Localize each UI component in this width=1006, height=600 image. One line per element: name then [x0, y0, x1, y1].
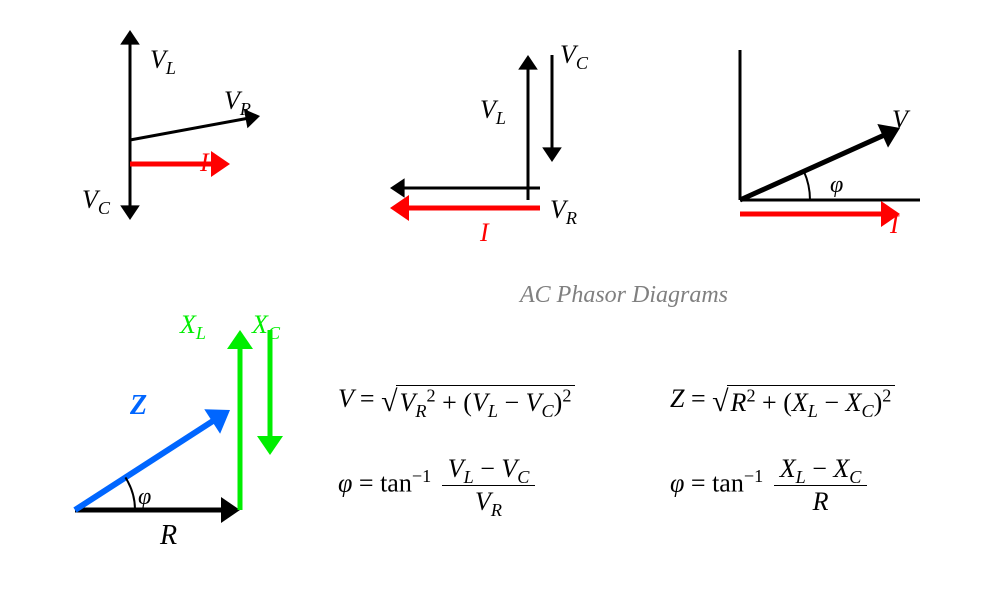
eq-phi2-nb: X — [833, 454, 849, 483]
eq-phi2-frac: XL − XC R — [774, 454, 868, 517]
d4-label-XC: XC — [252, 310, 280, 340]
eq-phi1-nbs: C — [517, 467, 529, 487]
eq-phi2-nas: L — [796, 467, 806, 487]
d1-label-VC: VC — [82, 185, 110, 215]
eq-phi1-ds: R — [491, 500, 502, 520]
eq-V-t2as: L — [488, 401, 498, 421]
d2-label-VL: VL — [480, 95, 506, 125]
d1-label-VR: VR — [224, 86, 251, 116]
eq-phi1-lhs: φ — [338, 468, 352, 497]
eq-V-t2bs: C — [542, 401, 554, 421]
eq-phi1-d: V — [475, 487, 491, 516]
eq-phi2-nbs: C — [849, 467, 861, 487]
eq-phi1-func: tan — [380, 468, 412, 497]
eq-Z-t1: R — [731, 388, 747, 417]
eq-Z-t2b: X — [846, 388, 862, 417]
eq-Z-sqrt: √ R2 + (XL − XC)2 — [712, 385, 895, 418]
d1-label-I: I — [200, 148, 209, 178]
eq-V-t2b: V — [526, 388, 542, 417]
eq-phi2: φ = tan−1 XL − XC R — [670, 454, 871, 517]
eq-V-lhs: V — [338, 384, 353, 413]
d4-angle-phi: φ — [138, 484, 151, 511]
d2-label-VR: VR — [550, 195, 577, 225]
eq-V-t2a: V — [472, 388, 488, 417]
d1-label-VL: VL — [150, 45, 176, 75]
d2-label-I: I — [480, 218, 489, 248]
eq-phi2-funcsup: −1 — [744, 466, 763, 486]
eq-Z: Z = √ R2 + (XL − XC)2 — [670, 384, 895, 418]
eq-V: V = √ VR2 + (VL − VC)2 — [338, 384, 575, 418]
d2-label-VC: VC — [560, 40, 588, 70]
d3-label-I: I — [890, 210, 899, 240]
eq-V-t1s: R — [415, 401, 426, 421]
eq-phi2-func: tan — [712, 468, 744, 497]
eq-phi2-d: R — [813, 487, 829, 516]
eq-phi1-nb: V — [501, 454, 517, 483]
eq-Z-t2as: L — [808, 401, 818, 421]
eq-phi2-na: X — [780, 454, 796, 483]
eq-phi1-nas: L — [464, 467, 474, 487]
eq-phi1-funcsup: −1 — [412, 466, 431, 486]
d3-angle-phi: φ — [830, 172, 843, 199]
eq-phi1-frac: VL − VC VR — [442, 454, 536, 517]
d4-label-XL: XL — [180, 310, 206, 340]
eq-Z-t2bs: C — [861, 401, 873, 421]
eq-Z-t2a: X — [792, 388, 808, 417]
d3-label-V: V — [892, 105, 908, 135]
eq-Z-lhs: Z — [670, 384, 684, 413]
eq-phi1-na: V — [448, 454, 464, 483]
d4-label-R: R — [160, 520, 177, 552]
caption-text: AC Phasor Diagrams — [520, 282, 728, 309]
eq-V-t1: V — [400, 388, 416, 417]
eq-phi1: φ = tan−1 VL − VC VR — [338, 454, 539, 517]
d4-label-Z: Z — [130, 390, 147, 422]
eq-phi2-lhs: φ — [670, 468, 684, 497]
eq-V-sqrt: √ VR2 + (VL − VC)2 — [381, 385, 575, 418]
